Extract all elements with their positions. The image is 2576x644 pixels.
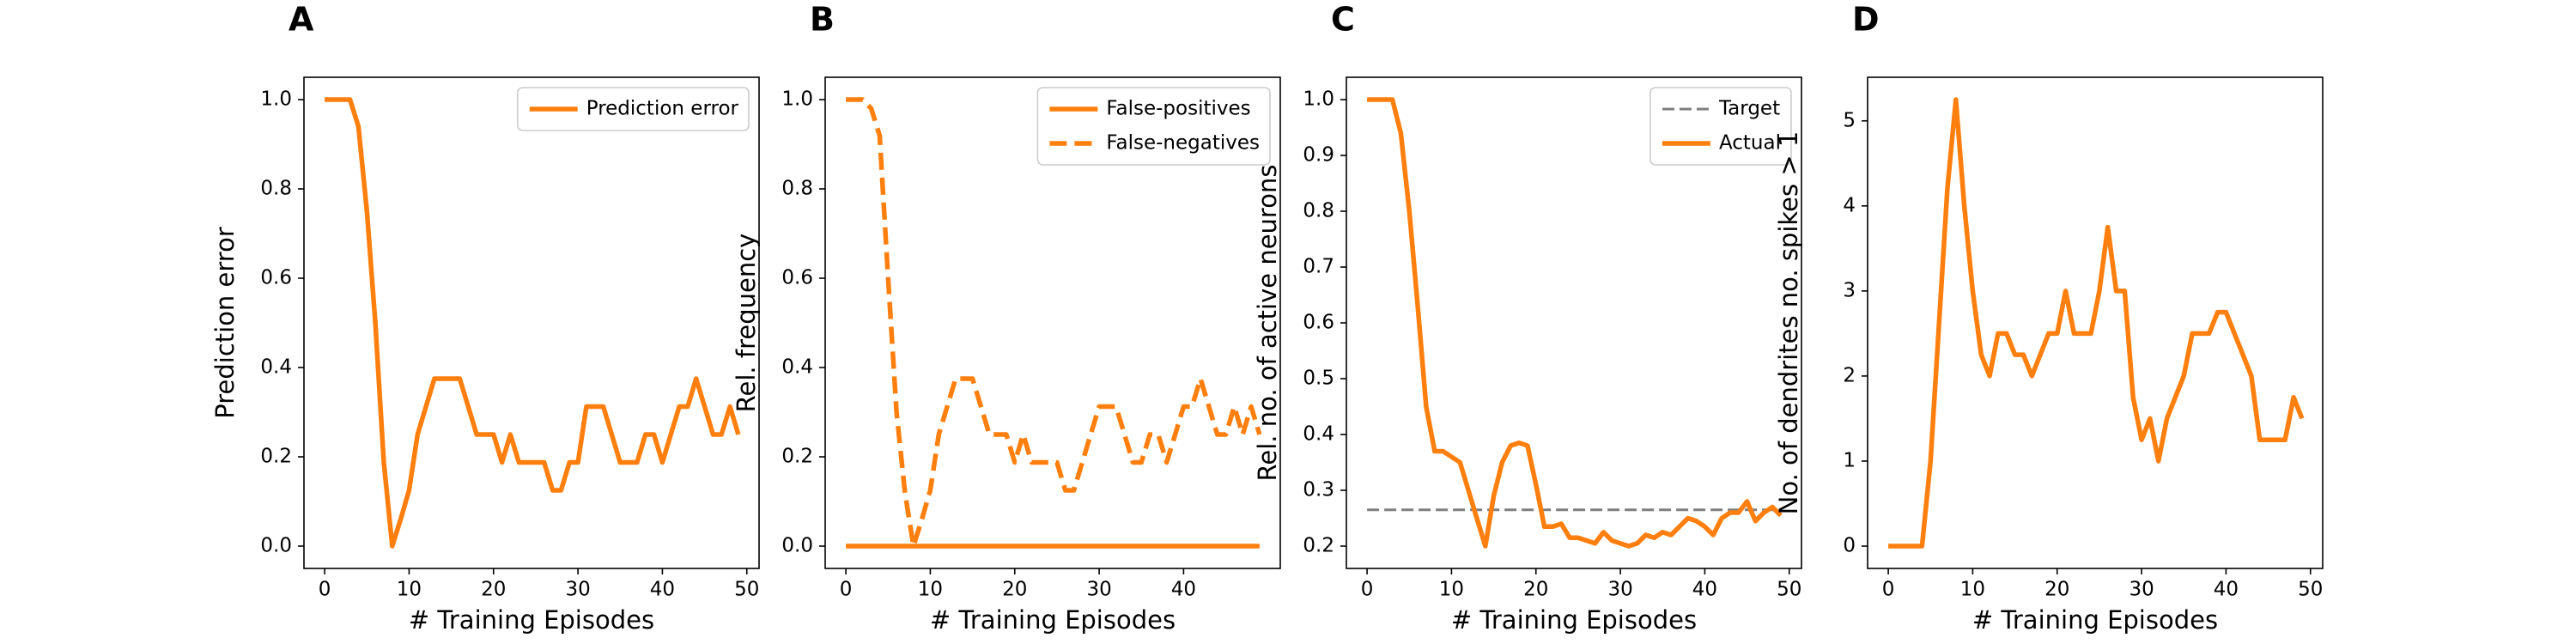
y-axis-label: Rel. frequency [732, 234, 761, 413]
x-tick-label: 30 [1086, 579, 1111, 601]
axes-frame [1867, 76, 2324, 569]
x-tick-label: 50 [1777, 579, 1801, 601]
axes-frame [824, 76, 1281, 569]
x-tick-label: 20 [1002, 579, 1027, 601]
y-tick-label: 1.0 [1303, 88, 1334, 111]
x-tick-label: 0 [840, 579, 853, 601]
y-tick-label: 0.2 [781, 446, 813, 468]
x-tick-label: 30 [565, 579, 590, 601]
axes-frame [1346, 76, 1802, 569]
x-tick-label: 40 [1171, 579, 1196, 601]
legend-label: Target [1718, 98, 1780, 120]
legend-label: False-positives [1106, 98, 1250, 120]
axes-frame [303, 76, 760, 569]
panel: B 0 10 20 30 40 0.0 0.2 0.4 0.6 0.8 1.0 # Training E… [732, 1, 1281, 635]
y-axis-label: Rel. no. of active neurons [1253, 165, 1282, 482]
y-tick-label: 0.8 [1303, 200, 1334, 222]
y-tick-label: 5 [1843, 109, 1856, 131]
y-tick-label: 1.0 [260, 88, 292, 111]
panel-label: C [1331, 1, 1355, 39]
y-tick-label: 0.0 [781, 535, 813, 557]
panel: A 0 10 20 30 40 50 0.0 0.2 0.4 0.6 0.8 1.0 # Training… [210, 1, 760, 635]
y-tick-label: 3 [1843, 279, 1856, 301]
x-tick-label: 50 [2298, 579, 2323, 601]
panel: D 0 10 20 30 40 50 0 1 2 3 4 5 # Training Episodes No.… [1774, 1, 2324, 635]
x-axis-label: # Training Episodes [930, 605, 1176, 635]
panel-label: B [810, 1, 835, 39]
y-tick-label: 0.6 [1303, 312, 1334, 334]
legend: Target Actual [1649, 87, 1792, 166]
x-axis-label: # Training Episodes [1972, 605, 2218, 635]
panel-label: D [1852, 1, 1880, 39]
x-axis-label: # Training Episodes [409, 605, 654, 635]
y-tick-label: 2 [1843, 364, 1856, 386]
y-tick-label: 0.8 [260, 178, 292, 200]
y-tick-label: 0.7 [1303, 256, 1334, 278]
panel: C 0 10 20 30 40 50 0.2 0.3 0.4 0.5 0.6 0.7 0.8 0.9 1.0 #… [1253, 1, 1802, 635]
x-tick-label: 20 [1523, 579, 1548, 601]
line [1888, 97, 2305, 549]
legend: False-positives False-negatives [1036, 87, 1271, 166]
legend-label: Prediction error [586, 98, 739, 120]
y-tick-label: 4 [1843, 194, 1856, 216]
x-tick-label: 10 [397, 579, 422, 601]
y-tick-label: 0 [1843, 535, 1856, 557]
line [1367, 97, 1783, 549]
line [325, 97, 741, 549]
x-tick-label: 10 [1960, 579, 1985, 601]
y-axis-label: No. of dendrites no. spikes > 1 [1774, 131, 1803, 515]
x-tick-label: 0 [1361, 579, 1374, 601]
y-tick-label: 1.0 [781, 88, 813, 111]
legend-label: False-negatives [1106, 132, 1260, 155]
x-axis-label: # Training Episodes [1451, 605, 1697, 635]
y-tick-label: 0.9 [1303, 144, 1334, 167]
x-tick-label: 20 [2044, 579, 2069, 601]
legend: Prediction error [516, 87, 750, 131]
y-tick-label: 0.6 [781, 267, 813, 289]
y-tick-label: 1 [1843, 449, 1856, 471]
y-tick-label: 0.4 [781, 356, 813, 379]
legend-label: Actual [1719, 132, 1781, 155]
y-tick-label: 0.4 [260, 356, 292, 379]
y-tick-label: 0.0 [260, 535, 292, 557]
y-tick-label: 0.3 [1303, 479, 1334, 501]
x-tick-label: 50 [734, 579, 759, 601]
y-tick-label: 0.4 [1303, 423, 1334, 446]
x-tick-label: 40 [650, 579, 675, 601]
y-axis-label: Prediction error [210, 227, 240, 419]
x-tick-label: 10 [1439, 579, 1464, 601]
x-tick-label: 30 [1607, 579, 1632, 601]
y-tick-label: 0.8 [781, 178, 813, 200]
line [846, 97, 1262, 549]
x-tick-label: 10 [918, 579, 943, 601]
legend-box [516, 87, 750, 131]
x-tick-label: 40 [1692, 579, 1717, 601]
y-tick-label: 0.5 [1303, 368, 1334, 390]
y-tick-label: 0.2 [260, 446, 292, 468]
y-tick-label: 0.2 [1303, 535, 1334, 557]
panel-label: A [289, 1, 314, 39]
x-tick-label: 20 [481, 579, 506, 601]
x-tick-label: 30 [2129, 579, 2154, 601]
x-tick-label: 40 [2214, 579, 2239, 601]
x-tick-label: 0 [319, 579, 331, 601]
y-tick-label: 0.6 [260, 267, 292, 289]
x-tick-label: 0 [1882, 579, 1895, 601]
